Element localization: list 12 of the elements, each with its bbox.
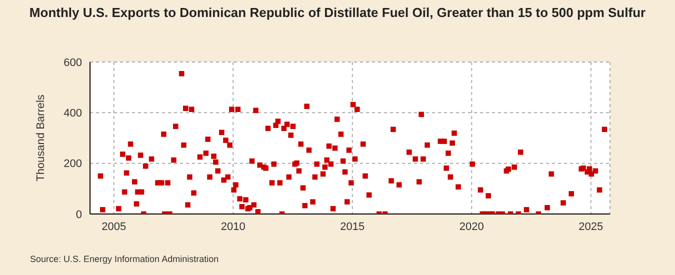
y-tick-label: 0 [76, 208, 82, 221]
x-tick-label: 2010 [220, 220, 246, 233]
y-tick-label: 400 [64, 108, 82, 120]
y-axis-title: Thousand Barrels [34, 94, 47, 182]
chart-title: Monthly U.S. Exports to Dominican Republic of Distillate Fuel Oil, Greater than 15 to 500 ppm Sulfur [28, 4, 647, 21]
x-tick-label: 2005 [102, 220, 126, 233]
y-tick-label: 200 [64, 158, 82, 170]
source-note: Source: U.S. Energy Information Administration [30, 254, 219, 264]
x-tick-label: 2015 [340, 220, 365, 233]
x-tick-label: 2020 [459, 220, 484, 233]
x-tick-label: 2025 [578, 220, 604, 233]
y-tick-label: 600 [64, 56, 82, 69]
